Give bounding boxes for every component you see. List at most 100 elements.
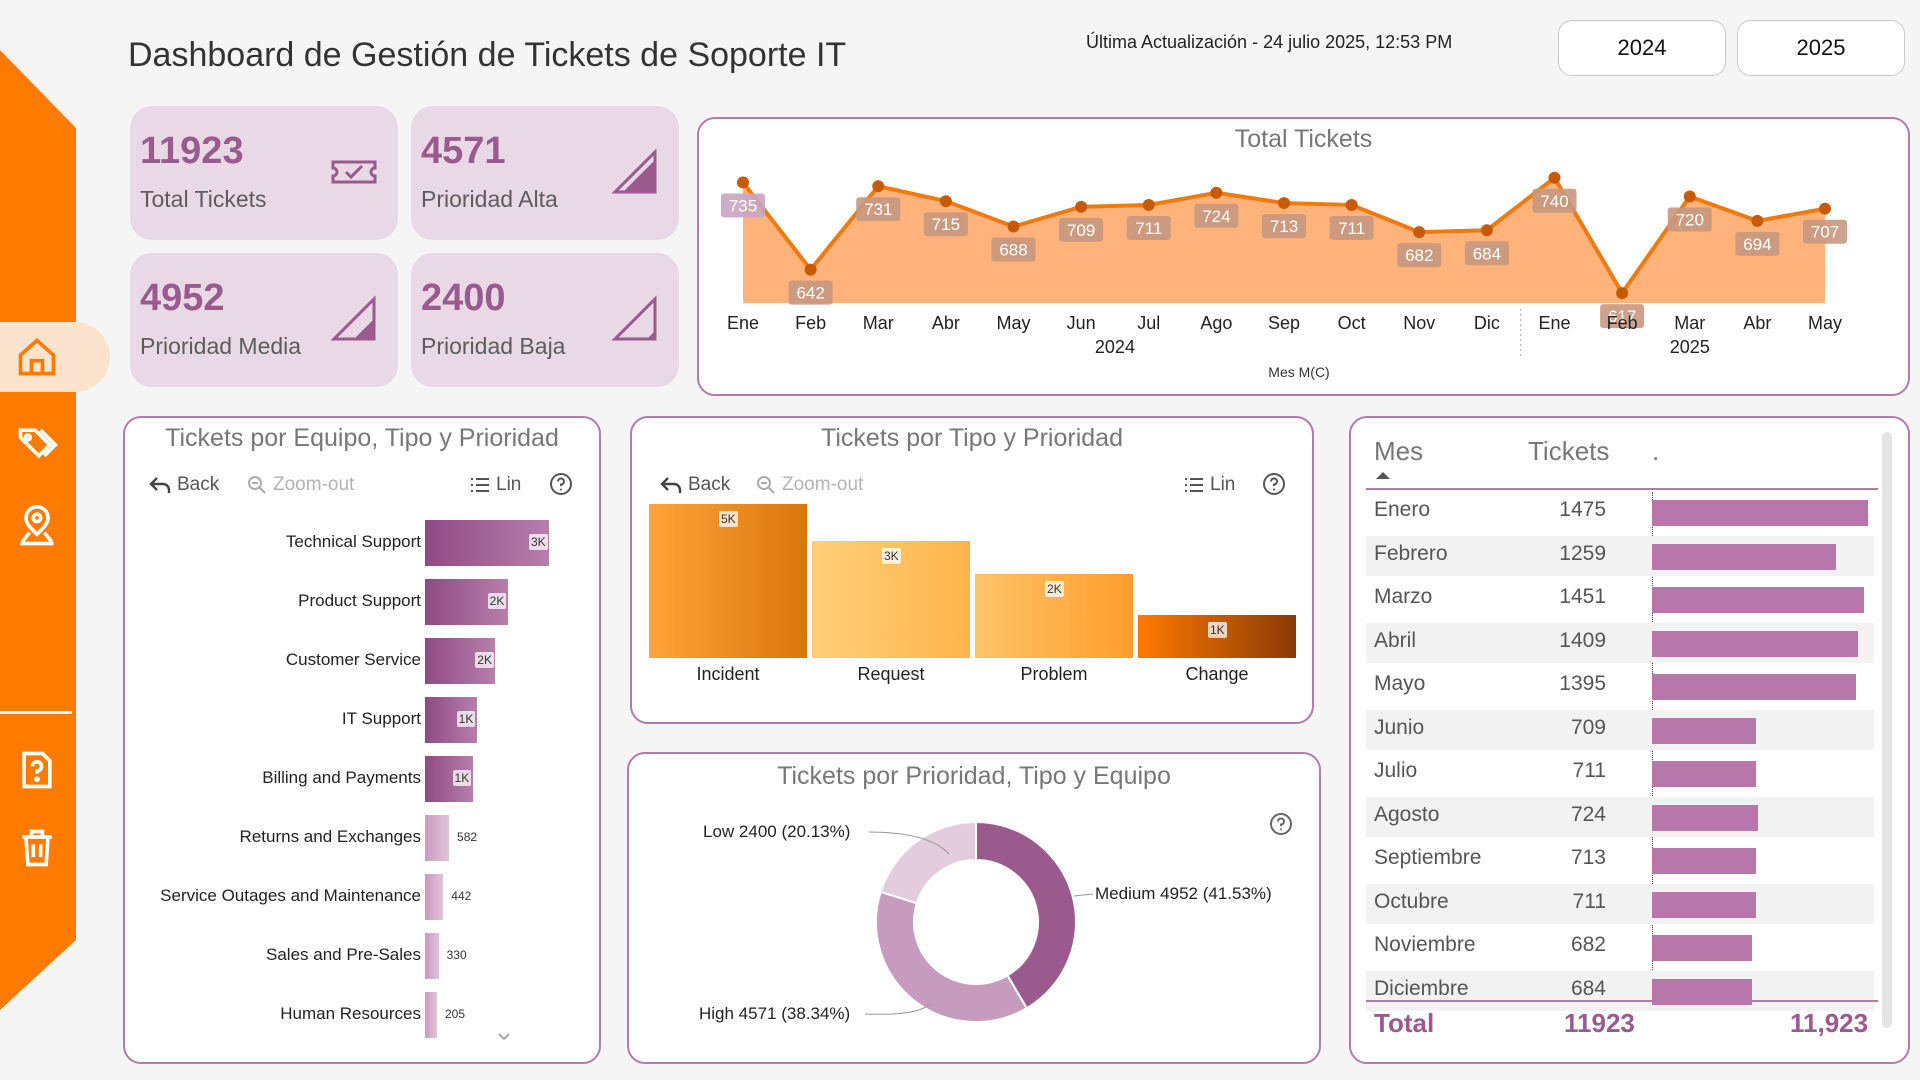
data-label-bg	[1464, 241, 1509, 266]
table-row[interactable]: Abril 1409	[1366, 622, 1874, 663]
bar[interactable]	[649, 504, 807, 658]
table-header-divider	[1366, 488, 1878, 490]
data-point	[1007, 220, 1020, 233]
bar-value-label: 1K	[456, 711, 476, 727]
table-cell-month: Octubre	[1374, 889, 1449, 913]
help-button[interactable]	[1262, 472, 1286, 496]
year-button-2025[interactable]: 2025	[1737, 20, 1905, 76]
data-label: 711	[1135, 219, 1162, 238]
back-button[interactable]: Back	[149, 474, 219, 496]
table-row[interactable]: Noviembre 682	[1366, 927, 1874, 967]
table-row[interactable]: Septiembre 713	[1366, 840, 1874, 880]
kpi-low-priority: 2400 Prioridad Baja	[411, 253, 679, 387]
signal-low-icon	[611, 295, 657, 341]
trash-icon[interactable]	[12, 823, 62, 873]
kpi-value: 4952	[140, 277, 225, 319]
kpi-medium-priority: 4952 Prioridad Media	[130, 253, 398, 387]
bar[interactable]	[425, 992, 437, 1038]
table-header-tickets[interactable]: Tickets	[1528, 436, 1610, 466]
x-tick-label: Ene	[727, 313, 759, 333]
table-scrollbar[interactable]	[1882, 432, 1892, 1028]
map-pin-icon[interactable]	[12, 502, 62, 552]
zoom-out-button[interactable]: Zoom-out	[756, 474, 863, 496]
tickets-by-team-chart: Technical Support 3K Product Support 2K Cust…	[125, 418, 599, 1062]
bar-category-label: IT Support	[341, 709, 421, 728]
data-label: 724	[1202, 207, 1230, 226]
data-label: 713	[1270, 217, 1298, 236]
table-cell-bar	[1652, 761, 1757, 787]
bar[interactable]	[425, 874, 444, 920]
table-row[interactable]: Julio 711	[1366, 753, 1874, 793]
table-row[interactable]: Mayo 1395	[1366, 666, 1874, 706]
table-header-month[interactable]: Mes	[1374, 436, 1424, 466]
data-point	[1075, 200, 1088, 213]
x-tick-label: Abr	[1743, 313, 1771, 333]
table-cell-tickets: 724	[1570, 802, 1606, 826]
tags-icon[interactable]	[12, 418, 62, 468]
bar[interactable]	[425, 933, 439, 979]
kpi-label: Prioridad Baja	[421, 333, 566, 359]
year-button-2024[interactable]: 2024	[1558, 20, 1726, 76]
leader-line-low	[868, 831, 950, 855]
table-cell-month: Mayo	[1374, 672, 1426, 695]
x-tick-label: May	[996, 313, 1030, 333]
table-row[interactable]: Octubre 711	[1366, 883, 1874, 924]
table-row[interactable]: Marzo 1451	[1366, 579, 1874, 619]
data-label-bg	[1329, 215, 1374, 240]
help-button[interactable]	[549, 472, 573, 496]
table-row[interactable]: Febrero 1259	[1366, 535, 1874, 576]
kpi-total-tickets: 11923 Total Tickets	[130, 106, 398, 240]
year-group-label: 2024	[1095, 337, 1135, 357]
data-label-bg	[1803, 219, 1847, 244]
table-cell-tickets: 711	[1572, 759, 1606, 782]
lin-label: Lin	[1210, 474, 1236, 495]
bar[interactable]	[425, 815, 450, 861]
table-cell-bar	[1652, 935, 1752, 961]
x-tick-label: Ago	[1200, 313, 1232, 333]
kpi-label: Prioridad Alta	[421, 186, 558, 212]
help-circle-icon[interactable]	[1269, 812, 1293, 836]
bar[interactable]	[425, 520, 549, 566]
tickets-by-type-chart: 5K Incident 3K Request 2K Problem 1K Change	[632, 418, 1312, 722]
lin-button[interactable]: Lin	[470, 474, 521, 496]
table-cell-bar	[1652, 848, 1757, 874]
data-point	[1210, 186, 1223, 199]
table-row[interactable]: Agosto 724	[1366, 796, 1874, 837]
data-label-bg	[991, 237, 1036, 262]
x-tick-label: Feb	[1607, 313, 1638, 333]
table-header-bar[interactable]: .	[1652, 436, 1660, 466]
bar-category-label: Request	[857, 664, 925, 684]
table-cell-tickets: 1451	[1559, 585, 1606, 608]
x-tick-label: Jul	[1137, 313, 1160, 333]
home-icon[interactable]	[12, 332, 62, 382]
leader-line-high	[864, 1003, 930, 1015]
table-total-bar-value: 11,923	[1790, 1008, 1869, 1038]
bar-category-label: Product Support	[298, 591, 421, 610]
sidebar-background	[0, 50, 76, 1010]
year-group-label: 2025	[1670, 337, 1710, 357]
data-label-bg	[1667, 207, 1712, 232]
zoom-out-button[interactable]: Zoom-out	[247, 474, 354, 496]
data-label-bg	[1397, 243, 1442, 268]
signal-high-icon	[611, 148, 657, 194]
scroll-down-icon[interactable]	[497, 1032, 511, 1042]
lin-button[interactable]: Lin	[1184, 474, 1235, 496]
list-icon	[471, 478, 489, 492]
sort-asc-icon[interactable]	[1374, 470, 1392, 480]
table-cell-bar	[1652, 804, 1759, 831]
data-label: 740	[1540, 192, 1568, 211]
bar-category-label: Sales and Pre-Sales	[266, 945, 421, 964]
back-button[interactable]: Back	[660, 474, 730, 496]
table-row[interactable]: Diciembre 684	[1366, 970, 1874, 1011]
last-update-text: Última Actualización - 24 julio 2025, 12…	[1086, 32, 1453, 52]
table-row[interactable]: Junio 709	[1366, 709, 1874, 750]
donut-label-high: High 4571 (38.34%)	[699, 1004, 851, 1023]
table-cell-month: Enero	[1374, 498, 1431, 521]
table-row[interactable]: Enero 1475	[1366, 492, 1874, 532]
x-tick-label: Sep	[1268, 313, 1300, 333]
data-label-bg	[856, 197, 901, 222]
help-icon[interactable]	[12, 745, 62, 795]
data-point	[1548, 171, 1561, 184]
data-point	[804, 263, 817, 276]
donut-slice-low	[879, 820, 977, 905]
